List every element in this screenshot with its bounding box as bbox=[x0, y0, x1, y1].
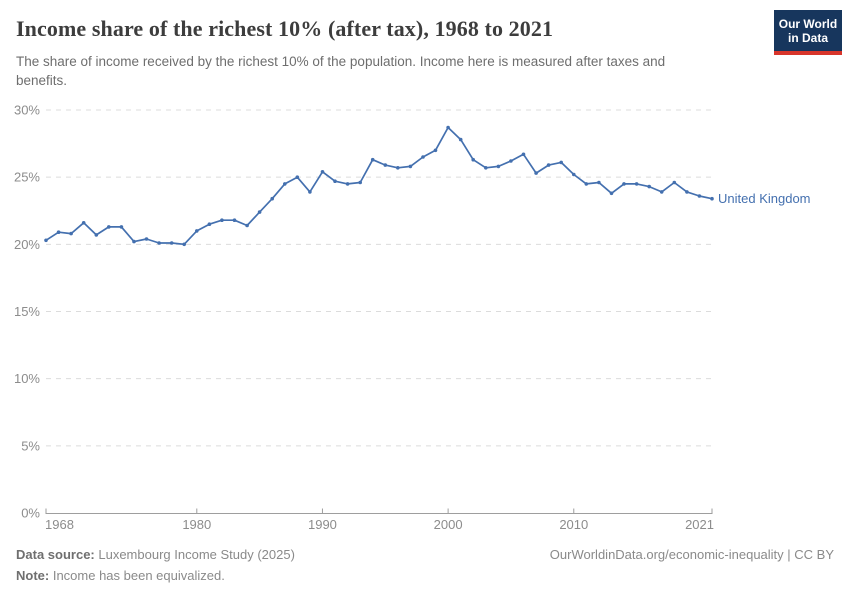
data-point-marker[interactable] bbox=[383, 163, 388, 167]
chart-subtitle: The share of income received by the rich… bbox=[16, 54, 666, 88]
data-point-marker[interactable] bbox=[433, 148, 438, 153]
data-point-marker[interactable] bbox=[458, 137, 463, 142]
data-point-marker[interactable] bbox=[572, 172, 576, 177]
data-point-marker[interactable] bbox=[659, 190, 664, 194]
data-point-marker[interactable] bbox=[484, 166, 488, 170]
owid-logo-box: Our World in Data bbox=[774, 10, 842, 55]
data-point-marker[interactable] bbox=[119, 225, 124, 229]
y-axis-tick-label: 0% bbox=[21, 506, 40, 521]
data-point-marker[interactable] bbox=[609, 191, 614, 196]
x-axis-tick-label: 1980 bbox=[182, 517, 211, 532]
data-point-marker[interactable] bbox=[44, 238, 48, 243]
note-label: Note: bbox=[16, 568, 50, 583]
data-point-marker[interactable] bbox=[132, 239, 136, 244]
data-point-marker[interactable] bbox=[584, 182, 589, 186]
data-point-marker[interactable] bbox=[396, 166, 400, 170]
data-point-marker[interactable] bbox=[56, 230, 61, 234]
data-point-marker[interactable] bbox=[182, 242, 186, 247]
data-point-marker[interactable] bbox=[597, 180, 601, 185]
data-point-marker[interactable] bbox=[358, 180, 363, 185]
data-point-marker[interactable] bbox=[69, 231, 73, 236]
data-point-marker[interactable] bbox=[320, 170, 325, 174]
data-point-marker[interactable] bbox=[521, 152, 526, 157]
data-point-marker[interactable] bbox=[509, 159, 513, 163]
data-point-marker[interactable] bbox=[94, 233, 99, 237]
y-axis-tick-label: 10% bbox=[14, 371, 40, 386]
data-point-marker[interactable] bbox=[559, 160, 563, 165]
y-axis-tick-label: 25% bbox=[14, 170, 40, 185]
data-point-marker[interactable] bbox=[471, 157, 476, 162]
y-axis-tick-label: 5% bbox=[21, 438, 40, 453]
data-source-line: Data source: Luxembourg Income Study (20… bbox=[16, 544, 295, 565]
data-point-marker[interactable] bbox=[370, 157, 375, 162]
data-source-text: Luxembourg Income Study (2025) bbox=[94, 547, 295, 562]
data-point-marker[interactable] bbox=[672, 180, 677, 185]
owid-logo: Our World in Data bbox=[774, 10, 842, 55]
note-text: Income has been equivalized. bbox=[49, 568, 225, 583]
x-axis-tick-label: 2010 bbox=[559, 517, 588, 532]
data-point-marker[interactable] bbox=[622, 182, 626, 186]
series-label[interactable]: United Kingdom bbox=[718, 191, 811, 206]
owid-logo-line2: in Data bbox=[787, 31, 828, 45]
data-point-marker[interactable] bbox=[257, 210, 262, 214]
data-point-marker[interactable] bbox=[245, 223, 249, 228]
data-point-marker[interactable] bbox=[308, 190, 312, 194]
data-point-marker[interactable] bbox=[283, 182, 287, 186]
data-point-marker[interactable] bbox=[207, 222, 212, 226]
data-point-marker[interactable] bbox=[697, 194, 702, 198]
data-point-marker[interactable] bbox=[534, 171, 538, 175]
data-point-marker[interactable] bbox=[270, 196, 275, 201]
series-line bbox=[45, 126, 713, 246]
data-point-marker[interactable] bbox=[685, 190, 689, 194]
y-axis-tick-label: 15% bbox=[14, 304, 40, 319]
data-point-marker[interactable] bbox=[107, 225, 111, 229]
data-point-marker[interactable] bbox=[345, 182, 350, 186]
x-axis-tick-label: 2000 bbox=[434, 517, 463, 532]
data-point-marker[interactable] bbox=[421, 155, 425, 159]
x-axis-tick-label: 1968 bbox=[45, 517, 74, 532]
data-point-marker[interactable] bbox=[169, 241, 174, 245]
data-point-marker[interactable] bbox=[408, 164, 413, 169]
data-point-marker[interactable] bbox=[157, 241, 161, 245]
footer-source-note: Data source: Luxembourg Income Study (20… bbox=[16, 544, 295, 586]
data-point-marker[interactable] bbox=[144, 237, 149, 241]
page-title: Income share of the richest 10% (after t… bbox=[16, 16, 554, 41]
y-axis-tick-label: 20% bbox=[14, 237, 40, 252]
y-axis-tick-label: 30% bbox=[14, 103, 40, 118]
data-point-marker[interactable] bbox=[647, 184, 651, 189]
data-point-marker[interactable] bbox=[333, 179, 337, 183]
data-point-marker[interactable] bbox=[295, 175, 300, 179]
data-point-marker[interactable] bbox=[710, 196, 714, 201]
data-point-marker[interactable] bbox=[634, 182, 639, 186]
owid-logo-line1: Our World bbox=[778, 17, 838, 31]
data-point-marker[interactable] bbox=[232, 218, 237, 222]
data-point-marker[interactable] bbox=[81, 221, 86, 225]
citation-link[interactable]: OurWorldinData.org/economic-inequality |… bbox=[549, 547, 834, 562]
x-axis-tick-label: 2021 bbox=[685, 517, 714, 532]
x-axis-tick-label: 1990 bbox=[308, 517, 337, 532]
data-point-marker[interactable] bbox=[446, 125, 450, 130]
data-source-label: Data source: bbox=[16, 547, 95, 562]
chart-header: Income share of the richest 10% (after t… bbox=[16, 16, 766, 90]
data-point-marker[interactable] bbox=[546, 163, 551, 167]
data-point-marker[interactable] bbox=[195, 229, 199, 233]
data-point-marker[interactable] bbox=[496, 164, 501, 169]
note-line: Note: Income has been equivalized. bbox=[16, 565, 295, 586]
data-point-marker[interactable] bbox=[220, 218, 224, 222]
